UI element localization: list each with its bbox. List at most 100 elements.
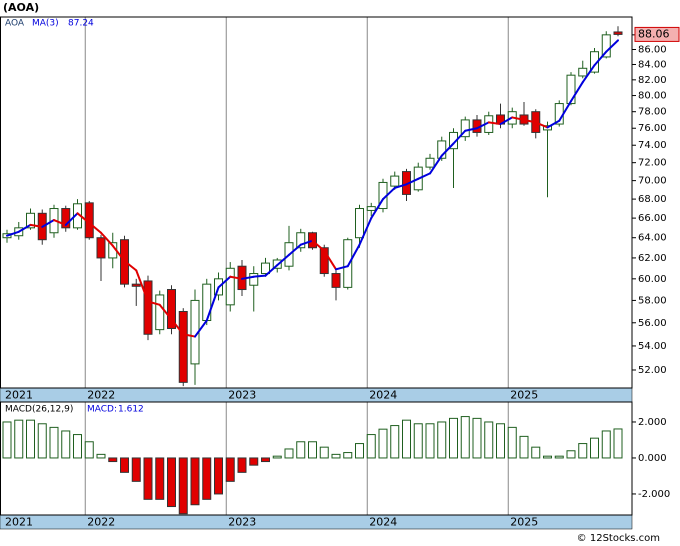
candle-body (26, 212, 35, 229)
y-tick-label: 52.00 (638, 365, 667, 376)
y-tick-label: -2.000 (638, 489, 670, 500)
ma-line-segment (29, 223, 44, 228)
macd-bar (26, 419, 35, 459)
macd-bar (308, 441, 317, 459)
ma-line-segment (111, 244, 126, 263)
candle-body (437, 140, 447, 159)
y-tick-label: 56.00 (638, 318, 667, 329)
macd-bar (590, 437, 599, 459)
legend-value: 87.24 (68, 19, 94, 29)
macd-bar (190, 457, 200, 506)
macd-bar (202, 457, 212, 500)
chart-title: (AOA) (3, 1, 39, 14)
macd-bar (261, 457, 270, 463)
candle-body (61, 208, 71, 229)
y-tick-label: 68.00 (638, 194, 667, 205)
ma-line-segment (440, 142, 455, 157)
ma-line-segment (476, 121, 490, 130)
candle-body (96, 237, 106, 259)
macd-bar (366, 434, 376, 459)
ma-line-segment (311, 239, 326, 252)
y-tick-label: 76.00 (638, 123, 667, 134)
x-tick-label: 2024 (369, 516, 397, 529)
ma-line-segment (147, 300, 161, 306)
candle-body (331, 273, 341, 288)
x-tick-label: 2021 (5, 389, 33, 402)
ma-line-segment (393, 183, 408, 189)
footer: © 12Stocks.com (577, 533, 660, 544)
macd-bar (214, 457, 223, 495)
y-tick-label: 54.00 (638, 341, 667, 352)
macd-bar (355, 443, 364, 459)
macd-bar (96, 453, 106, 459)
ma-line-segment (241, 275, 255, 280)
macd-bar (296, 441, 306, 459)
macd-bar (472, 417, 482, 459)
candle-body (460, 119, 470, 138)
y-tick-label: 74.00 (638, 140, 667, 151)
y-tick-label: 80.00 (638, 91, 667, 102)
ma-line-segment (17, 223, 32, 233)
ma-line-segment (100, 231, 114, 247)
y-tick-label: 82.00 (638, 75, 667, 86)
candle-body (143, 280, 153, 335)
candle-body (167, 289, 176, 329)
y-tick-label: 78.00 (638, 107, 667, 118)
last-price-label: 88.06 (638, 27, 670, 40)
y-tick-label: 0.000 (638, 453, 667, 464)
macd-bar (378, 428, 388, 459)
macd-bar (249, 457, 259, 466)
macd-bar (155, 457, 165, 500)
ma-line-segment (605, 39, 619, 53)
panel-frame (0, 16, 633, 389)
ma-line-segment (229, 275, 243, 280)
ma-line-segment (464, 127, 478, 132)
candle-body (178, 310, 188, 383)
ma-line-segment (205, 286, 220, 322)
candle-body (613, 31, 623, 35)
ma-line-segment (546, 119, 561, 129)
ma-line-segment (194, 319, 208, 338)
ma-line-segment (41, 219, 55, 228)
macd-bar (554, 455, 564, 459)
ma-line-segment (499, 116, 514, 126)
ma-line-segment (158, 303, 173, 321)
macd-bar (519, 435, 529, 459)
ma-line-segment (429, 154, 443, 175)
y-tick-label: 70.00 (638, 176, 667, 187)
y-tick-label: 72.00 (638, 158, 667, 169)
ma-line-segment (523, 118, 537, 124)
ma-line-segment (76, 212, 91, 224)
legend-entry: AOA (5, 19, 25, 29)
candle-body (319, 247, 329, 275)
x-tick-label: 2024 (369, 389, 397, 402)
legend-entry: MACD: (87, 405, 117, 415)
x-tick-label: 2022 (87, 516, 115, 529)
macd-bar (425, 423, 435, 459)
macd-bar (437, 421, 447, 459)
macd-bar (390, 425, 400, 459)
macd-bar (37, 423, 47, 459)
legend-entry: MA(3) (32, 19, 59, 29)
macd-bar (449, 417, 458, 459)
y-tick-label: 58.00 (638, 295, 667, 306)
macd-bar (460, 416, 470, 459)
x-tick-label: 2022 (87, 389, 115, 402)
macd-bar (319, 446, 329, 459)
ma-line-segment (170, 318, 185, 336)
ma-line-segment (593, 50, 608, 67)
indicator-title: MACD(26,12,9) (5, 405, 73, 415)
x-tick-label: 2021 (5, 516, 33, 529)
ma-line-segment (570, 81, 584, 103)
ma-line-segment (581, 64, 596, 84)
macd-bar (578, 443, 588, 459)
ma-line-segment (217, 275, 232, 289)
ma-line-segment (299, 239, 314, 246)
candle-body (131, 283, 141, 287)
macd-bar (331, 453, 341, 459)
ma-line-segment (6, 230, 20, 237)
macd-bar (343, 452, 353, 459)
candle-body (578, 67, 588, 77)
candle-body (366, 206, 376, 211)
